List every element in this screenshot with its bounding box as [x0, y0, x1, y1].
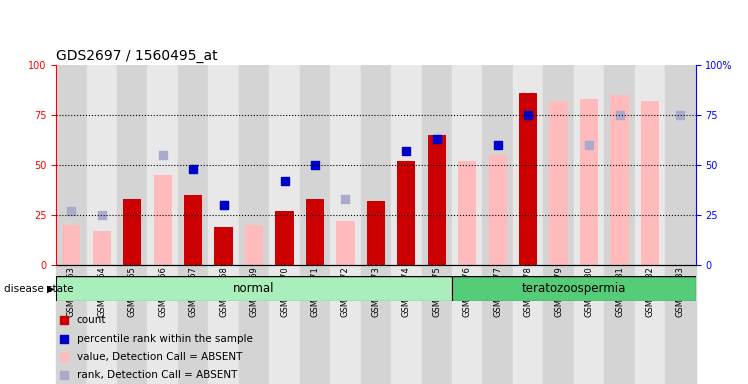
Bar — [635, 65, 665, 265]
Bar — [93, 231, 111, 265]
Bar — [62, 225, 81, 265]
Bar — [178, 65, 209, 265]
Bar — [300, 265, 330, 384]
Bar — [215, 227, 233, 265]
Bar — [117, 265, 147, 384]
Bar — [330, 65, 361, 265]
Point — [156, 152, 168, 158]
Point — [58, 336, 70, 342]
Bar — [87, 65, 117, 265]
Point — [58, 354, 70, 360]
Bar — [391, 65, 422, 265]
Bar — [178, 265, 209, 384]
Bar — [147, 265, 178, 384]
Bar — [482, 265, 513, 384]
Bar — [361, 265, 391, 384]
Text: rank, Detection Call = ABSENT: rank, Detection Call = ABSENT — [76, 370, 237, 380]
Bar — [513, 65, 543, 265]
Bar — [361, 65, 391, 265]
Bar — [519, 93, 537, 265]
Bar — [574, 65, 604, 265]
Bar — [543, 65, 574, 265]
Point — [583, 142, 595, 148]
Bar — [245, 225, 263, 265]
Bar — [604, 265, 635, 384]
Bar — [422, 65, 452, 265]
Bar — [306, 199, 324, 265]
Bar — [665, 265, 696, 384]
Text: normal: normal — [233, 283, 275, 295]
Point — [218, 202, 230, 208]
Bar — [452, 65, 482, 265]
Text: disease state: disease state — [4, 284, 73, 294]
Point — [58, 372, 70, 378]
Bar — [391, 265, 422, 384]
Bar — [209, 65, 239, 265]
Bar — [367, 201, 385, 265]
Bar — [337, 221, 355, 265]
Point — [613, 112, 625, 118]
Point — [309, 162, 321, 168]
Bar — [482, 65, 513, 265]
Bar — [452, 276, 696, 301]
Point — [96, 212, 108, 218]
Bar — [422, 265, 452, 384]
Bar — [184, 195, 202, 265]
Bar — [56, 265, 87, 384]
Bar — [123, 199, 141, 265]
Point — [340, 196, 352, 202]
Bar — [56, 276, 452, 301]
Bar — [635, 265, 665, 384]
Point — [675, 112, 687, 118]
Bar — [153, 175, 172, 265]
Text: percentile rank within the sample: percentile rank within the sample — [76, 334, 252, 344]
Bar — [550, 101, 568, 265]
Point — [431, 136, 443, 142]
Bar — [428, 135, 446, 265]
Bar — [458, 161, 476, 265]
Bar — [87, 265, 117, 384]
Bar — [641, 101, 659, 265]
Bar — [580, 99, 598, 265]
Bar — [665, 65, 696, 265]
Bar — [610, 95, 628, 265]
Bar — [488, 155, 507, 265]
Bar — [269, 265, 300, 384]
Bar — [543, 265, 574, 384]
Text: value, Detection Call = ABSENT: value, Detection Call = ABSENT — [76, 352, 242, 362]
Point — [278, 178, 290, 184]
Bar — [604, 65, 635, 265]
Point — [187, 166, 199, 172]
Bar — [239, 265, 269, 384]
Text: teratozoospermia: teratozoospermia — [521, 283, 626, 295]
Text: count: count — [76, 315, 106, 325]
Bar — [209, 265, 239, 384]
Bar — [300, 65, 330, 265]
Bar — [56, 65, 87, 265]
Bar — [397, 161, 415, 265]
Point — [491, 142, 503, 148]
Text: GDS2697 / 1560495_at: GDS2697 / 1560495_at — [56, 49, 218, 63]
Bar — [117, 65, 147, 265]
Bar — [452, 265, 482, 384]
Bar — [513, 265, 543, 384]
Bar — [574, 265, 604, 384]
Bar — [275, 211, 294, 265]
Bar — [239, 65, 269, 265]
Bar — [269, 65, 300, 265]
Bar — [330, 265, 361, 384]
Point — [58, 317, 70, 323]
Bar — [147, 65, 178, 265]
Text: ▶: ▶ — [47, 284, 55, 294]
Point — [400, 148, 412, 154]
Point — [65, 208, 77, 214]
Point — [218, 202, 230, 208]
Point — [522, 112, 534, 118]
